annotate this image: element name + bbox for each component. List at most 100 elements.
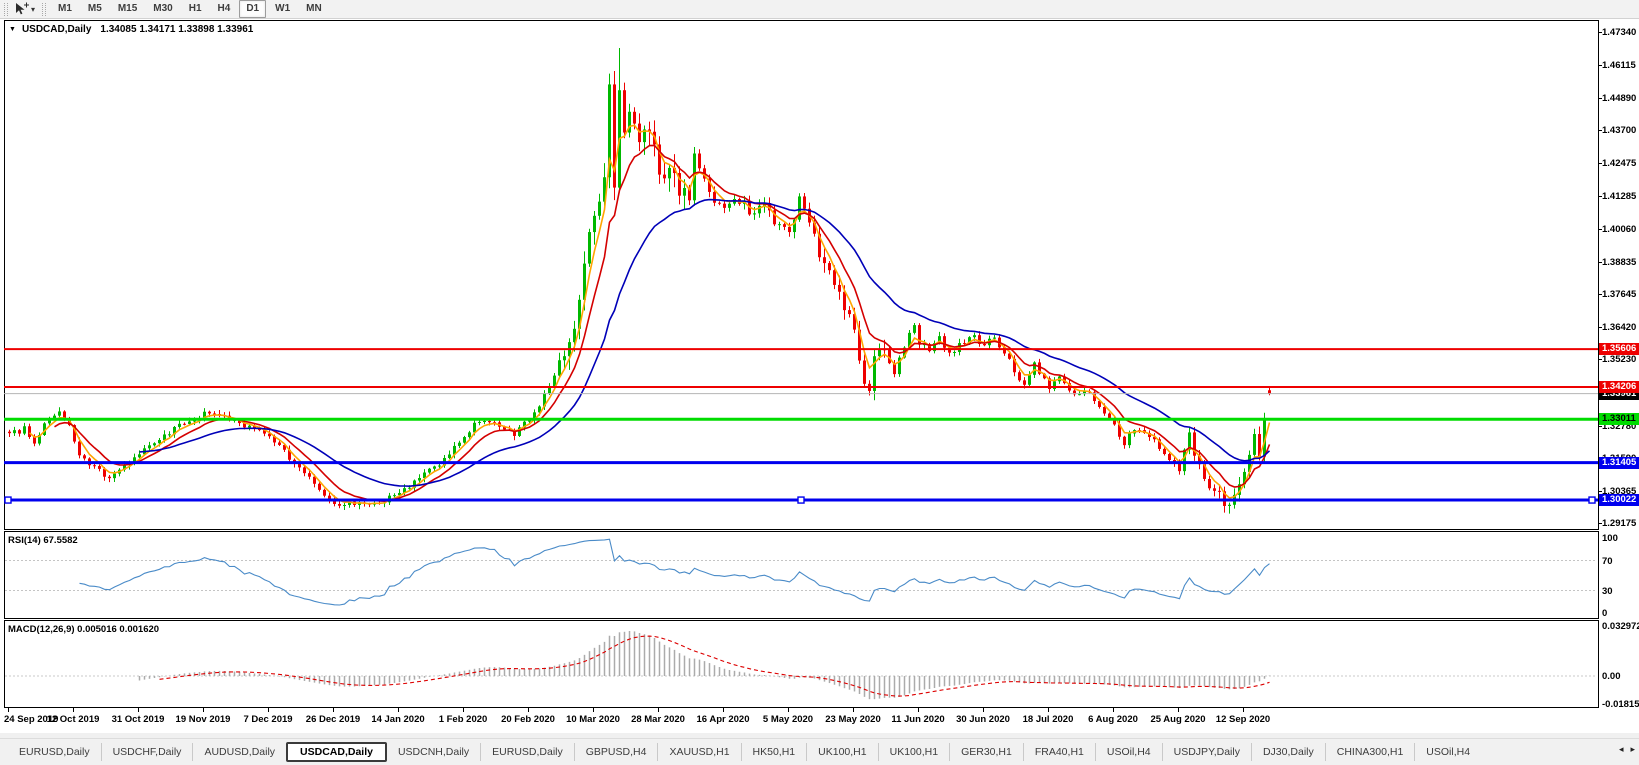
- macd-histogram: [138, 630, 1271, 700]
- crosshair-cursor-icon[interactable]: [14, 2, 30, 17]
- tab-fra40-h1-12[interactable]: FRA40,H1: [1022, 743, 1095, 761]
- triangle-down-icon: ▼: [9, 26, 16, 33]
- hline-handle[interactable]: [4, 496, 12, 504]
- tab-scroll-right-icon[interactable]: ▸: [1630, 744, 1635, 754]
- tab-usdchf-daily-1[interactable]: USDCHF,Daily: [100, 743, 193, 761]
- timeframe-button-m1[interactable]: M1: [58, 3, 72, 14]
- date-axis-label: 5 May 2020: [762, 714, 814, 725]
- timeframe-button-h1[interactable]: H1: [188, 3, 202, 14]
- rsi-label: RSI(14) 67.5582: [8, 535, 78, 546]
- timeframe-button-m5[interactable]: M5: [87, 3, 102, 14]
- toolbar-grip-2[interactable]: [42, 2, 47, 16]
- date-tick: [1243, 708, 1244, 712]
- macd-label: MACD(12,26,9) 0.005016 0.001620: [8, 624, 160, 635]
- date-tick: [593, 708, 594, 712]
- timeframe-button-mn[interactable]: MN: [306, 3, 322, 14]
- price-tick: [1598, 327, 1602, 329]
- hline-price-tag: 1.30022: [1599, 494, 1639, 507]
- timeframe-button-m30[interactable]: M30: [153, 3, 173, 14]
- date-tick: [203, 708, 204, 712]
- tab-dj30-daily-15[interactable]: DJ30,Daily: [1250, 743, 1325, 761]
- price-tick: [1598, 98, 1602, 100]
- date-axis-label: 26 Dec 2019: [305, 714, 361, 725]
- price-axis-label: 1.29175: [1602, 517, 1637, 529]
- tab-usdcnh-daily-4[interactable]: USDCNH,Daily: [397, 746, 470, 758]
- price-axis-label: 1.42475: [1602, 158, 1637, 170]
- date-axis-label: 24 Sep 2019: [4, 714, 59, 725]
- chevron-down-icon[interactable]: ▾: [31, 4, 36, 14]
- price-tick: [1598, 130, 1602, 132]
- price-axis-label: 1.36420: [1602, 322, 1637, 334]
- tab-usdcad-daily-3[interactable]: USDCAD,Daily: [286, 742, 387, 762]
- tab-uk100-h1-9[interactable]: UK100,H1: [806, 743, 877, 761]
- toolbar-grip[interactable]: [4, 2, 8, 16]
- symbol-tab-bar: EURUSD,Daily USDCHF,Daily AUDUSD,Daily USDC…: [0, 738, 1639, 765]
- tab-usoil-h4-17[interactable]: USOil,H4: [1414, 743, 1481, 761]
- ma-slow-line: [139, 198, 1271, 488]
- price-axis-label: 1.32780: [1602, 420, 1637, 432]
- macd-axis-label: 0.00: [1602, 671, 1621, 682]
- date-axis-label: 23 May 2020: [825, 714, 881, 725]
- chart-window: ▼ USDCAD,Daily 1.34085 1.34171 1.33898 1.3…: [0, 19, 1639, 733]
- date-tick: [983, 708, 984, 712]
- timeframe-button-w1[interactable]: W1: [275, 3, 291, 14]
- price-chart[interactable]: [0, 20, 1639, 531]
- date-axis-label: 10 Mar 2020: [566, 714, 620, 725]
- price-tick: [1598, 359, 1602, 361]
- tab-usdjpy-daily-14[interactable]: USDJPY,Daily: [1161, 743, 1251, 761]
- macd-axis-label: 0.032972: [1602, 621, 1639, 633]
- date-axis-label: 1 Feb 2020: [438, 714, 488, 725]
- date-axis-label: 19 Nov 2019: [175, 714, 231, 725]
- macd-axis-label: -0.018154: [1602, 698, 1639, 710]
- price-tick: [1598, 65, 1602, 67]
- date-tick: [138, 708, 139, 712]
- rsi-axis-label: 100: [1602, 533, 1618, 544]
- price-axis-label: 1.30365: [1602, 485, 1637, 497]
- date-tick: [463, 708, 464, 712]
- date-tick: [788, 708, 789, 712]
- date-axis-label: 12 Oct 2019: [46, 714, 100, 725]
- tab-hk50-h1-8[interactable]: HK50,H1: [740, 743, 807, 761]
- date-tick: [528, 708, 529, 712]
- timeframe-buttons: M1 M5 M15 M30 H1 H4 D1 W1 MN: [50, 0, 330, 18]
- date-axis-label: 12 Sep 2020: [1215, 714, 1271, 725]
- tab-china300-h1-16[interactable]: CHINA300,H1: [1324, 743, 1415, 761]
- rsi-axis-label: 30: [1602, 585, 1613, 597]
- price-axis-label: 1.37645: [1602, 289, 1637, 301]
- hline-handle[interactable]: [797, 496, 805, 504]
- date-tick: [658, 708, 659, 712]
- price-axis-label: 1.35230: [1602, 354, 1637, 366]
- price-axis-label: 1.44890: [1602, 93, 1637, 105]
- hline-handle[interactable]: [1588, 496, 1596, 504]
- tab-eurusd-daily-5[interactable]: EURUSD,Daily: [480, 743, 574, 761]
- tab-scroll-arrows: ◂ ▸: [1619, 744, 1635, 755]
- price-axis-label: 1.38835: [1602, 256, 1637, 268]
- tab-scroll-left-icon[interactable]: ◂: [1618, 744, 1624, 754]
- tab-audusd-daily-2[interactable]: AUDUSD,Daily: [192, 743, 286, 761]
- date-tick: [73, 708, 74, 712]
- hline-price-tag: 1.31405: [1599, 456, 1639, 469]
- price-axis-label: 1.46115: [1602, 60, 1636, 72]
- tab-eurusd-daily-0[interactable]: EURUSD,Daily: [19, 746, 90, 758]
- date-axis-label: 16 Apr 2020: [696, 714, 750, 725]
- hline-price-tag: 1.33011: [1599, 413, 1639, 426]
- tab-xauusd-h1-7[interactable]: XAUUSD,H1: [657, 743, 740, 761]
- rsi-axis-label: 70: [1602, 555, 1613, 567]
- date-tick: [1113, 708, 1114, 712]
- chart-title: ▼ USDCAD,Daily 1.34085 1.34171 1.33898 1.3…: [9, 24, 253, 35]
- tab-uk100-h1-10[interactable]: UK100,H1: [877, 743, 949, 761]
- macd-signal-line: [159, 635, 1270, 697]
- hline-price-tag: 1.35606: [1599, 343, 1639, 356]
- price-axis-label: 1.41285: [1602, 190, 1637, 202]
- timeframe-button-h4[interactable]: H4: [217, 3, 231, 14]
- date-tick: [723, 708, 724, 712]
- macd-indicator-pane[interactable]: [0, 620, 1639, 708]
- tab-usoil-h4-13[interactable]: USOil,H4: [1094, 743, 1162, 761]
- timeframe-button-m15[interactable]: M15: [117, 3, 138, 14]
- timeframe-button-d1[interactable]: D1: [239, 0, 267, 18]
- tab-ger30-h1-11[interactable]: GER30,H1: [949, 743, 1023, 761]
- tab-gbpusd-h4-6[interactable]: GBPUSD,H4: [573, 743, 658, 761]
- rsi-indicator-pane[interactable]: [0, 531, 1639, 619]
- price-tick: [1598, 294, 1602, 296]
